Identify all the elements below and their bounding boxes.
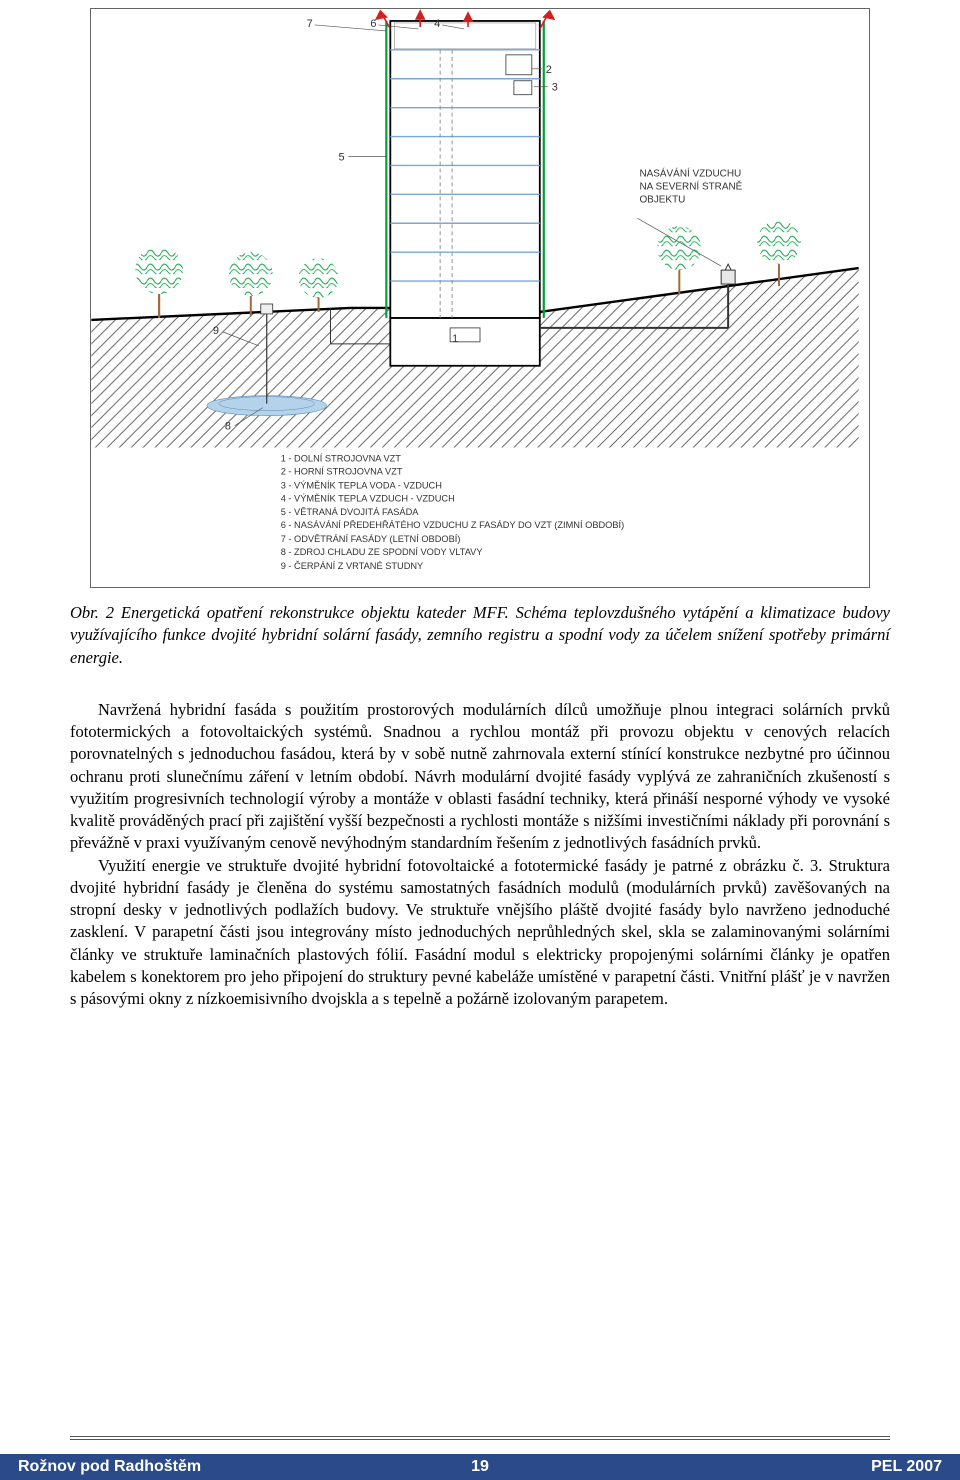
callout-4: 4: [434, 18, 440, 30]
legend-5: 5 - VĚTRANÁ DVOJITÁ FASÁDA: [281, 507, 420, 517]
footer-right: PEL 2007: [634, 1458, 942, 1476]
footer-rule: [70, 1436, 890, 1440]
callout-8: 8: [225, 421, 231, 433]
intake-label-2: NA SEVERNÍ STRANĚ: [639, 181, 742, 192]
legend-8: 8 - ZDROJ CHLADU ZE SPODNÍ VODY VLTAVY: [281, 547, 483, 557]
paragraph-1: Navržená hybridní fasáda s použitím pros…: [70, 699, 890, 855]
callout-9: 9: [213, 325, 219, 337]
page-footer: Rožnov pod Radhoštěm 19 PEL 2007: [0, 1436, 960, 1480]
paragraph-1-text: Navržená hybridní fasáda s použitím pros…: [70, 700, 890, 853]
legend-1: 1 - DOLNÍ STROJOVNA VZT: [281, 453, 402, 463]
callout-6: 6: [370, 18, 376, 30]
callout-7: 7: [307, 18, 313, 30]
legend-9: 9 - ČERPÁNÍ Z VRTANÉ STUDNY: [281, 561, 424, 571]
intake-label-1: NASÁVÁNÍ VZDUCHU: [639, 168, 741, 179]
intake-label-3: OBJEKTU: [639, 194, 685, 205]
callout-5: 5: [338, 151, 344, 163]
footer-bar: Rožnov pod Radhoštěm 19 PEL 2007: [0, 1454, 960, 1480]
legend-3: 3 - VÝMĚNÍK TEPLA VODA - VZDUCH: [281, 480, 442, 490]
footer-left: Rožnov pod Radhoštěm: [18, 1458, 326, 1476]
legend-7: 7 - ODVĚTRÁNÍ FASÁDY (LETNÍ OBDOBÍ): [281, 534, 461, 544]
footer-page-number: 19: [326, 1458, 634, 1476]
figure-container: NASÁVÁNÍ VZDUCHU NA SEVERNÍ STRANĚ OBJEK…: [90, 8, 870, 588]
callout-1: 1: [452, 333, 458, 345]
legend-2: 2 - HORNÍ STROJOVNA VZT: [281, 466, 403, 476]
callout-3: 3: [552, 82, 558, 94]
callout-2: 2: [546, 64, 552, 76]
legend-4: 4 - VÝMĚNÍK TEPLA VZDUCH - VZDUCH: [281, 493, 455, 503]
figure-svg: NASÁVÁNÍ VZDUCHU NA SEVERNÍ STRANĚ OBJEK…: [91, 9, 869, 587]
paragraph-2-text: Využití energie ve struktuře dvojité hyb…: [70, 856, 890, 1009]
figure-caption: Obr. 2 Energetická opatření rekonstrukce…: [70, 602, 890, 669]
legend-6: 6 - NASÁVÁNÍ PŘEDEHŘÁTÉHO VZDUCHU Z FASÁ…: [281, 520, 625, 530]
paragraph-2: Využití energie ve struktuře dvojité hyb…: [70, 855, 890, 1011]
